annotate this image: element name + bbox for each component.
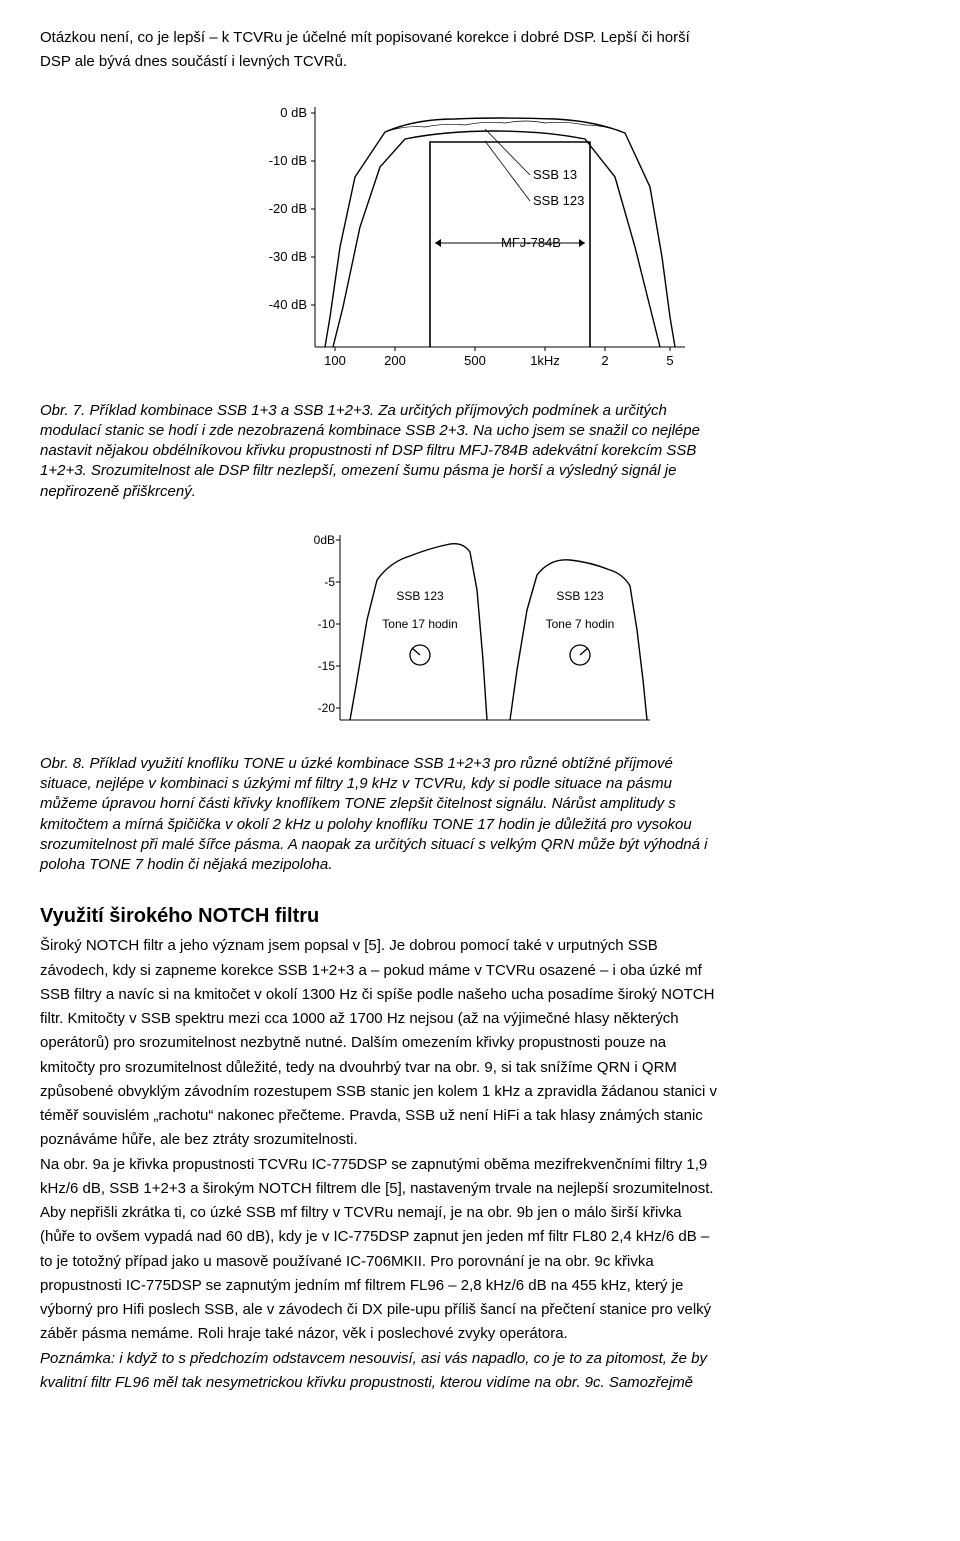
caption-line: nastavit nějakou obdélníkovou křivku pro… xyxy=(40,442,696,459)
x-tick: 1kHz xyxy=(530,353,560,368)
caption-line: nepřirozeně přiškrcený. xyxy=(40,483,196,500)
body-line: Aby nepřišli zkrátka ti, co úzké SSB mf … xyxy=(40,1203,920,1223)
caption-line: 1+2+3. Srozumitelnost ale DSP filtr nezl… xyxy=(40,462,676,479)
caption-8: Obr. 8. Příklad využití knoflíku TONE u … xyxy=(40,754,920,876)
intro-line: Otázkou není, co je lepší – k TCVRu je ú… xyxy=(40,28,920,48)
body-line: poznáváme hůře, ale bez ztráty srozumite… xyxy=(40,1130,920,1150)
section-heading: Využití širokého NOTCH filtru xyxy=(40,903,920,930)
body-line: propustnosti IC-775DSP se zapnutým jední… xyxy=(40,1276,920,1296)
figure-8: 0dB -5 -10 -15 -20 SSB 123 Tone 17 hodin… xyxy=(295,520,665,740)
body-line: (hůře to ovšem vypadá nad 60 dB), kdy je… xyxy=(40,1227,920,1247)
y-tick: 0dB xyxy=(314,533,335,547)
caption-line: srozumitelnost při malé šířce pásma. A n… xyxy=(40,836,707,853)
caption-line: kmitočtem a mírná špičička v okolí 2 kHz… xyxy=(40,816,692,833)
body-line: SSB filtry a navíc si na kmitočet v okol… xyxy=(40,985,920,1005)
caption-line: Obr. 7. Příklad kombinace SSB 1+3 a SSB … xyxy=(40,402,667,419)
figure-7: 0 dB -10 dB -20 dB -30 dB -40 dB 100 200… xyxy=(255,87,705,387)
y-tick: 0 dB xyxy=(280,105,307,120)
note-line: kvalitní filtr FL96 měl tak nesymetricko… xyxy=(40,1373,920,1393)
y-tick: -30 dB xyxy=(269,249,307,264)
y-tick: -20 dB xyxy=(269,201,307,216)
note-line: Poznámka: i když to s předchozím odstavc… xyxy=(40,1349,920,1369)
x-tick: 2 xyxy=(601,353,608,368)
label-right: SSB 123 xyxy=(556,589,604,603)
body-line: Široký NOTCH filtr a jeho význam jsem po… xyxy=(40,936,920,956)
caption-7: Obr. 7. Příklad kombinace SSB 1+3 a SSB … xyxy=(40,401,920,502)
label-ssb123: SSB 123 xyxy=(533,193,584,208)
body-line: operátorů) pro srozumitelnost nezbytně n… xyxy=(40,1033,920,1053)
x-tick: 200 xyxy=(384,353,406,368)
caption-line: můžeme úpravou horní části křivky knoflí… xyxy=(40,795,676,812)
y-tick: -40 dB xyxy=(269,297,307,312)
body-line: závodech, kdy si zapneme korekce SSB 1+2… xyxy=(40,961,920,981)
body-line: způsobené obvyklým závodním rozestupem S… xyxy=(40,1082,920,1102)
caption-line: Obr. 8. Příklad využití knoflíku TONE u … xyxy=(40,755,673,772)
x-tick: 5 xyxy=(666,353,673,368)
body-line: filtr. Kmitočty v SSB spektru mezi cca 1… xyxy=(40,1009,920,1029)
sub-left: Tone 17 hodin xyxy=(382,617,457,631)
body-line: to je totožný případ jako u masově použí… xyxy=(40,1252,920,1272)
label-ssb13: SSB 13 xyxy=(533,167,577,182)
label-left: SSB 123 xyxy=(396,589,444,603)
body-line: kmitočty pro srozumitelnost důležité, te… xyxy=(40,1058,920,1078)
caption-line: modulací stanic se hodí i zde nezobrazen… xyxy=(40,422,700,439)
y-tick: -15 xyxy=(318,659,336,673)
body-line: výborný pro Hifi poslech SSB, ale v závo… xyxy=(40,1300,920,1320)
x-tick: 500 xyxy=(464,353,486,368)
x-tick: 100 xyxy=(324,353,346,368)
body-line: Na obr. 9a je křivka propustnosti TCVRu … xyxy=(40,1155,920,1175)
caption-line: poloha TONE 7 hodin či nějaká mezipoloha… xyxy=(40,856,332,873)
body-line: kHz/6 dB, SSB 1+2+3 a širokým NOTCH filt… xyxy=(40,1179,920,1199)
intro-line: DSP ale bývá dnes součástí i levných TCV… xyxy=(40,52,920,72)
body-line: téměř souvislém „rachotu“ nakonec přečte… xyxy=(40,1106,920,1126)
y-tick: -10 xyxy=(318,617,336,631)
y-tick: -5 xyxy=(324,575,335,589)
body-line: záběr pásma nemáme. Roli hraje také názo… xyxy=(40,1324,920,1344)
label-mfj: MFJ-784B xyxy=(501,235,561,250)
y-tick: -20 xyxy=(318,701,336,715)
y-tick: -10 dB xyxy=(269,153,307,168)
caption-line: situace, nejlépe v kombinaci s úzkými mf… xyxy=(40,775,672,792)
sub-right: Tone 7 hodin xyxy=(546,617,615,631)
